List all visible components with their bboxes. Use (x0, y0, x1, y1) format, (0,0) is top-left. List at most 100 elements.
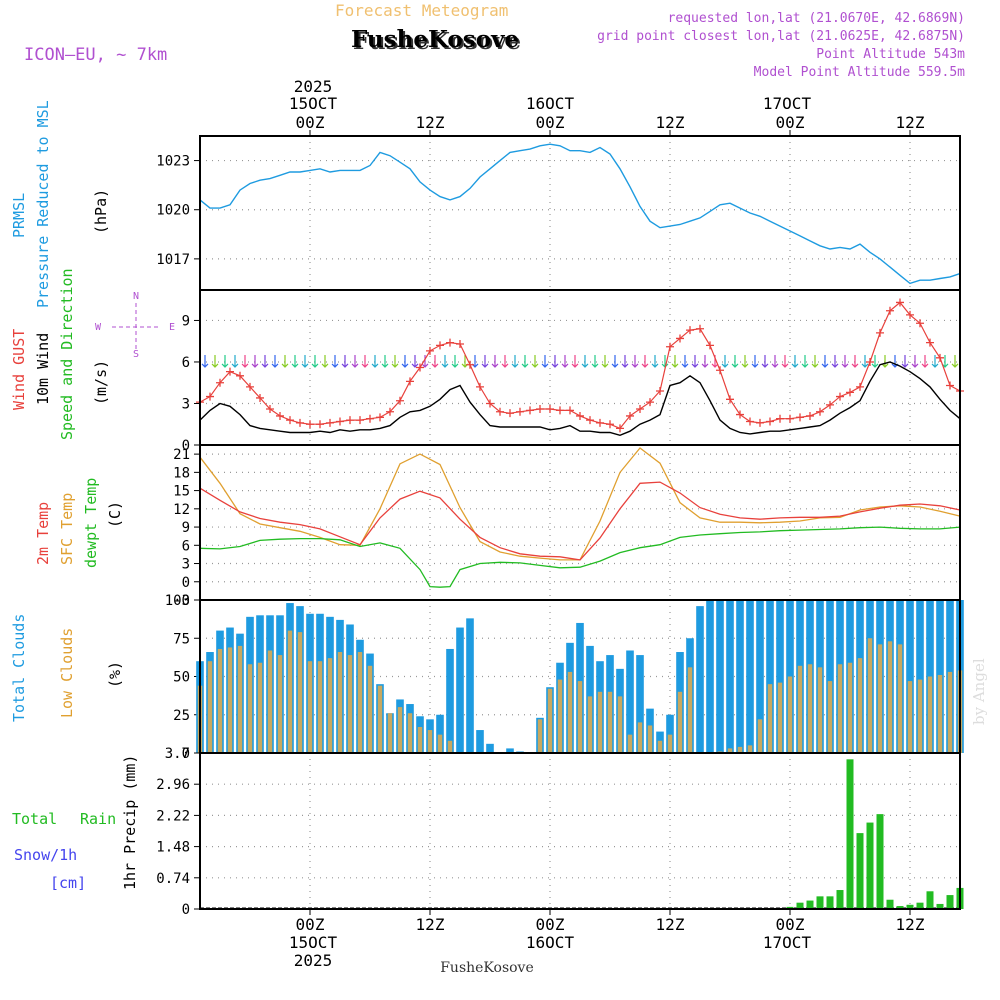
gust-marker (526, 406, 534, 415)
top-hour-label: 00Z (776, 113, 805, 132)
cloud-bars (196, 600, 964, 753)
rain-bar (786, 906, 794, 909)
low-cloud-bar (237, 645, 243, 753)
low-cloud-bar (447, 740, 453, 753)
top-year: 2025 (294, 77, 333, 96)
total-cloud-bar (736, 600, 744, 753)
wind-arrow (641, 354, 649, 368)
gust-marker (896, 298, 904, 307)
wind-arrow (901, 354, 909, 368)
y-tick-label: 2.96 (156, 777, 190, 793)
rain-bar (826, 896, 834, 909)
rain-bar (936, 903, 944, 909)
temperature-labels: 2m Temp SFC Temp dewpt Temp (C) (34, 478, 124, 568)
dewpt-temp-line (199, 526, 961, 588)
total-cloud-bar (776, 600, 784, 753)
gust-marker (516, 407, 524, 416)
speed-direction-label: Speed and Direction (58, 268, 76, 440)
low-cloud-bar (417, 726, 423, 753)
wind-arrow (511, 354, 519, 368)
low-cloud-bar (307, 661, 313, 753)
wind-arrow (481, 354, 489, 368)
gust-marker (886, 306, 894, 315)
total-label: Total (12, 810, 57, 828)
wind-arrow (451, 354, 459, 368)
gust-marker (786, 414, 794, 423)
wind-arrow (211, 354, 219, 368)
low-cloud-bar (817, 667, 823, 753)
gust-marker (606, 420, 614, 429)
low-cloud-bar (267, 650, 273, 753)
wind-arrow (751, 354, 759, 368)
panel-frame (199, 752, 961, 910)
wind-arrow (821, 354, 829, 368)
low-cloud-bar (347, 655, 353, 753)
wind-arrow (531, 354, 539, 368)
y-tick-label: 18 (173, 465, 190, 481)
total-cloud-bar (486, 743, 494, 753)
gust-marker (836, 392, 844, 401)
wind-arrow (321, 354, 329, 368)
top-date-3: 17OCT (763, 94, 812, 113)
precip-y-ticks: 0 0.74 1.48 2.22 2.96 3.7 (156, 746, 200, 918)
y-tick-label: -3 (173, 593, 190, 609)
wind-arrow (281, 354, 289, 368)
wind-direction-arrows (201, 354, 959, 368)
cloud-labels: Total Clouds Low Clouds (%) (10, 614, 124, 722)
wind-arrow (401, 354, 409, 368)
wind-arrow (651, 354, 659, 368)
low-cloud-bar (857, 658, 863, 753)
top-date-1: 15OCT (289, 94, 338, 113)
gust-marker (246, 382, 254, 391)
gust-marker (556, 406, 564, 415)
wind-arrow (621, 354, 629, 368)
wind-arrow (741, 354, 749, 368)
wind-arrow (411, 354, 419, 368)
gust-marker (656, 387, 664, 396)
low-cloud-bar (797, 665, 803, 753)
y-tick-label: 3 (182, 557, 190, 573)
low-cloud-bar (937, 674, 943, 753)
wind-arrow (381, 354, 389, 368)
wind-arrow (761, 354, 769, 368)
wind-arrow (421, 354, 429, 368)
top-hour-label: 00Z (296, 113, 325, 132)
y-tick-label: 3 (182, 396, 190, 412)
gust-marker (506, 409, 514, 418)
station-title-shadow: FusheKosove (353, 28, 521, 55)
prmsl-label: PRMSL (10, 193, 28, 238)
low-cloud-bar (867, 638, 873, 753)
ms-unit: (m/s) (92, 360, 110, 405)
y-tick-label: 0 (182, 746, 190, 762)
wind-arrow (341, 354, 349, 368)
precip-labels: Total Rain Snow/1h [cm] 1hr Precip (mm) (12, 755, 139, 892)
gust-marker (936, 353, 944, 362)
low-cloud-bar (847, 662, 853, 753)
wind-arrow (871, 354, 879, 368)
y-tick-label: 0 (182, 575, 190, 591)
y-tick-label: 12 (173, 502, 190, 518)
low-cloud-bar (687, 667, 693, 753)
total-cloud-bar (766, 600, 774, 753)
total-cloud-bar (746, 600, 754, 753)
model-altitude: Model Point Altitude 559.5m (754, 65, 965, 80)
cm-unit: [cm] (50, 874, 86, 892)
low-cloud-bar (627, 734, 633, 753)
grid-lines (200, 136, 960, 909)
gust-marker (716, 366, 724, 375)
gust-marker (626, 411, 634, 420)
low-cloud-bar (387, 713, 393, 753)
bottom-year: 2025 (294, 951, 333, 970)
low-cloud-bar (657, 740, 663, 753)
gust-marker (726, 395, 734, 404)
gust-marker (466, 360, 474, 369)
rain-bar (796, 902, 804, 909)
gust-marker (596, 418, 604, 427)
total-cloud-bar (666, 714, 674, 753)
2m-temp-label: 2m Temp (34, 502, 52, 565)
wind-arrow (441, 354, 449, 368)
y-tick-label: 6 (182, 355, 190, 371)
total-cloud-bar (706, 600, 714, 753)
wind-arrow (241, 354, 249, 368)
total-cloud-bar (726, 600, 734, 753)
